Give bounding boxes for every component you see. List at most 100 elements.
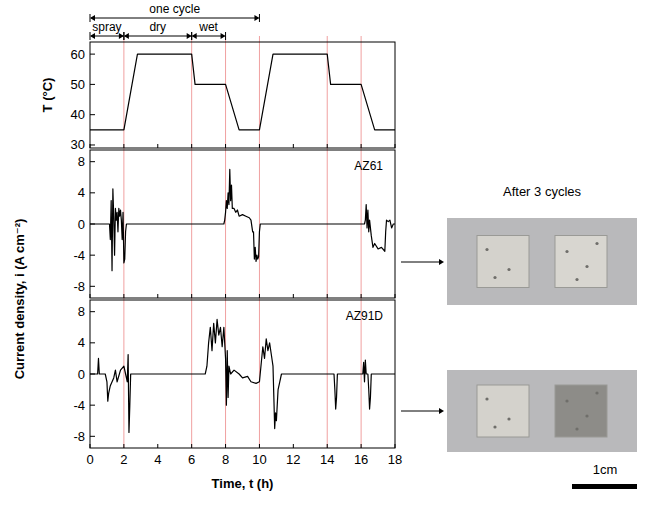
span-end: [225, 32, 226, 40]
arrow-head: [221, 33, 226, 39]
x-tick: [123, 444, 124, 448]
y-tick: [90, 405, 95, 406]
x-tick: [259, 294, 260, 298]
speck: [493, 276, 496, 279]
x-tick-label: 18: [388, 452, 402, 467]
x-tick: [123, 294, 124, 298]
x-tick: [90, 144, 91, 148]
speck: [585, 414, 588, 417]
photo-arrow: [401, 411, 439, 412]
speck: [565, 399, 568, 402]
y-tick-label: -4: [73, 248, 85, 263]
x-tick-label: 12: [286, 452, 300, 467]
speck: [575, 278, 578, 281]
photo-bg: [447, 218, 637, 305]
y-tick-label: 0: [78, 367, 85, 382]
panel-title: AZ91D: [346, 309, 384, 323]
x-tick: [157, 144, 158, 148]
x-tick-label: 16: [354, 452, 368, 467]
span-arrow: [91, 36, 123, 37]
panel: -8-4048AZ61Current density, i (A cm⁻²): [12, 150, 395, 379]
photo: [447, 218, 637, 305]
x-tick-label: 2: [120, 452, 127, 467]
speck: [575, 427, 578, 430]
x-tick: [259, 144, 260, 148]
y-tick: [90, 374, 95, 375]
panel-title: AZ61: [354, 159, 383, 173]
y-tick-label: 40: [71, 107, 85, 122]
x-tick: [90, 444, 91, 448]
y-tick-label: 4: [78, 185, 85, 200]
y-tick-label: 60: [71, 47, 85, 62]
plot-area: [90, 54, 395, 130]
phase-line: [361, 36, 362, 448]
panel: -8-4048024681012141618AZ91DTime, t (h): [73, 300, 402, 491]
x-tick: [395, 444, 396, 448]
y-tick-label: 0: [78, 217, 85, 232]
data-line: [90, 319, 395, 432]
x-tick: [293, 294, 294, 298]
speck: [485, 397, 488, 400]
span-label: one cycle: [149, 2, 200, 16]
y-tick: [90, 224, 95, 225]
span-arrow: [125, 36, 191, 37]
x-tick: [225, 444, 226, 448]
plot-area: [90, 169, 395, 270]
span-end: [123, 32, 124, 40]
span-label: wet: [198, 20, 218, 34]
y-tick-label: 30: [71, 137, 85, 152]
sample: [555, 385, 607, 437]
sample: [477, 236, 529, 288]
span-arrow: [91, 18, 258, 19]
x-tick: [191, 444, 192, 448]
x-tick: [361, 444, 362, 448]
speck: [507, 417, 510, 420]
span-label: spray: [92, 20, 121, 34]
phase-line: [327, 36, 328, 448]
figure: one cyclespraydrywet30405060T (°C)-8-404…: [0, 0, 647, 511]
speck: [595, 391, 598, 394]
sample: [555, 236, 607, 288]
span-label: dry: [149, 20, 166, 34]
scale-bar: [572, 484, 637, 489]
y-tick: [90, 342, 95, 343]
span-end: [259, 14, 260, 22]
x-tick-label: 6: [188, 452, 195, 467]
x-tick: [157, 294, 158, 298]
y-tick: [90, 255, 95, 256]
x-tick: [361, 294, 362, 298]
y-tick: [90, 84, 95, 85]
x-tick: [361, 144, 362, 148]
y-tick: [90, 114, 95, 115]
scale-label: 1cm: [593, 462, 618, 477]
x-tick: [395, 294, 396, 298]
x-tick: [225, 144, 226, 148]
x-tick-label: 8: [222, 452, 229, 467]
y-tick-label: -4: [73, 398, 85, 413]
phase-line: [191, 36, 192, 448]
y-tick: [90, 144, 95, 145]
photos-title: After 3 cycles: [503, 184, 582, 199]
y-axis-title: T (°C): [40, 78, 55, 113]
span-arrow: [193, 36, 225, 37]
y-tick: [90, 311, 95, 312]
sample: [477, 385, 529, 437]
y-tick: [90, 192, 95, 193]
y-axis-title: Current density, i (A cm⁻²): [12, 219, 27, 380]
y-tick: [90, 54, 95, 55]
y-tick-label: 8: [78, 304, 85, 319]
x-tick-label: 4: [154, 452, 161, 467]
x-tick: [293, 444, 294, 448]
speck: [565, 250, 568, 253]
x-tick: [191, 144, 192, 148]
x-tick: [90, 294, 91, 298]
y-tick-label: 8: [78, 154, 85, 169]
x-tick: [191, 294, 192, 298]
photo-arrow: [401, 262, 439, 263]
frame: [90, 42, 395, 148]
x-tick: [327, 294, 328, 298]
x-tick: [327, 144, 328, 148]
y-tick: [90, 286, 95, 287]
speck: [493, 425, 496, 428]
y-tick-label: 50: [71, 77, 85, 92]
